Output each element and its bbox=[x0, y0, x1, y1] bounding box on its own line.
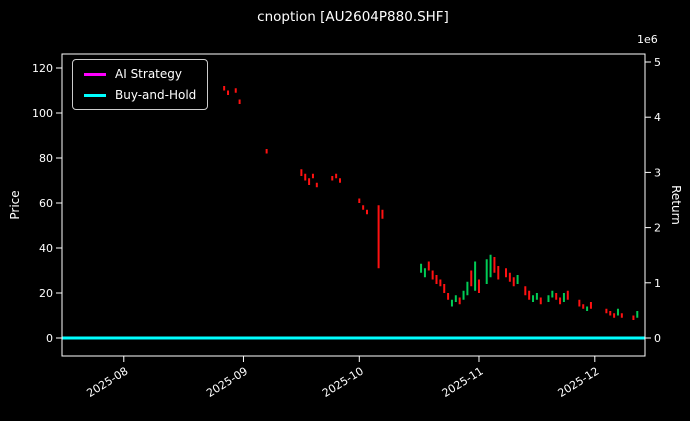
buy-and-hold-line-swatch bbox=[84, 93, 106, 97]
ai-strategy-line-swatch bbox=[84, 72, 106, 76]
svg-text:100: 100 bbox=[32, 107, 53, 120]
svg-text:4: 4 bbox=[654, 111, 661, 124]
svg-text:5: 5 bbox=[654, 56, 661, 69]
svg-text:120: 120 bbox=[32, 62, 53, 75]
svg-text:1: 1 bbox=[654, 277, 661, 290]
legend: AI Strategy Buy-and-Hold bbox=[72, 59, 209, 110]
svg-text:2025-09: 2025-09 bbox=[204, 365, 250, 400]
svg-text:0: 0 bbox=[46, 332, 53, 345]
legend-item-ai-strategy: AI Strategy bbox=[84, 67, 196, 81]
legend-item-buy-and-hold: Buy-and-Hold bbox=[84, 88, 196, 102]
svg-text:80: 80 bbox=[39, 152, 53, 165]
legend-label-ai-strategy: AI Strategy bbox=[115, 67, 182, 81]
svg-text:2025-10: 2025-10 bbox=[320, 365, 366, 400]
svg-text:2: 2 bbox=[654, 222, 661, 235]
svg-text:40: 40 bbox=[39, 242, 53, 255]
chart-title: cnoption [AU2604P880.SHF] bbox=[257, 9, 449, 25]
legend-label-buy-and-hold: Buy-and-Hold bbox=[115, 88, 197, 102]
svg-text:20: 20 bbox=[39, 287, 53, 300]
svg-text:60: 60 bbox=[39, 197, 53, 210]
svg-text:2025-08: 2025-08 bbox=[84, 365, 130, 400]
svg-text:0: 0 bbox=[654, 332, 661, 345]
axis-scale-offset-label: 1e6 bbox=[637, 33, 658, 46]
svg-text:2025-11: 2025-11 bbox=[440, 365, 486, 400]
svg-text:3: 3 bbox=[654, 166, 661, 179]
svg-text:2025-12: 2025-12 bbox=[556, 365, 602, 400]
